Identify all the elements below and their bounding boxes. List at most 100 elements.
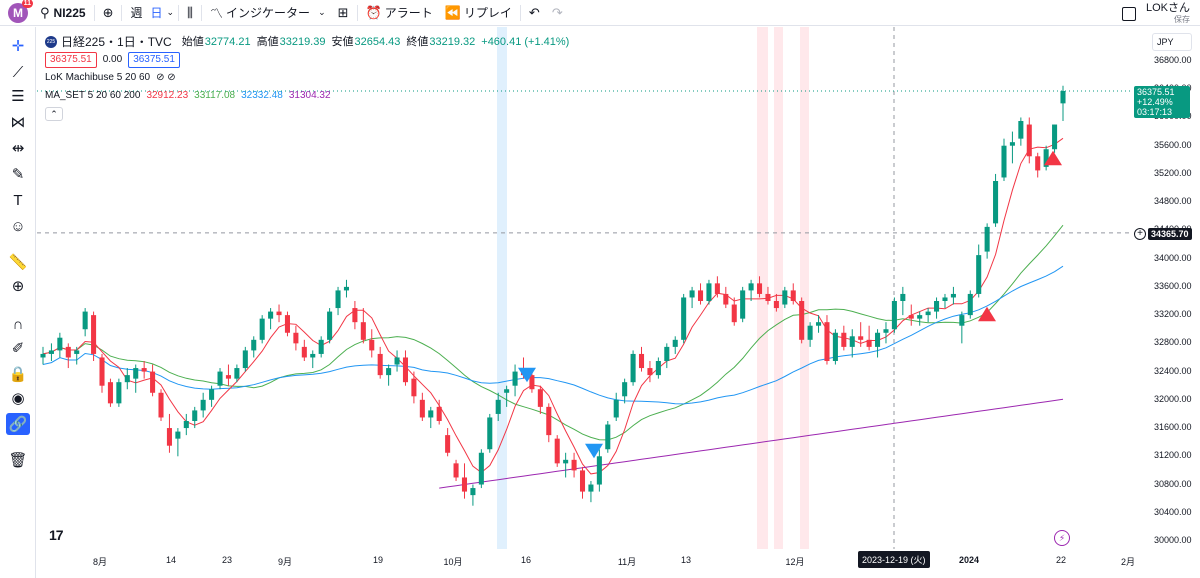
chart-legend: 225 日経225・1日・TVC 始値 32774.21 高値 33219.39 安… <box>45 33 575 123</box>
redo-button[interactable]: ↷ <box>546 0 569 26</box>
timeframe-week-label: 週 <box>130 6 143 20</box>
candle-body <box>192 410 198 421</box>
user-info[interactable]: LOKさん 保存 <box>1146 2 1190 25</box>
lightning-icon[interactable]: ⚡ <box>1054 530 1070 546</box>
tradingview-logo[interactable]: 17 <box>49 527 64 543</box>
candle-body <box>82 311 88 330</box>
time-axis-label: 13 <box>680 555 692 565</box>
add-plus-icon[interactable]: + <box>1134 228 1146 240</box>
currency-selector[interactable]: JPY <box>1152 33 1192 51</box>
candle-body <box>91 315 97 354</box>
candle-body <box>251 339 257 351</box>
candles-icon: ⫼ <box>187 4 194 20</box>
candle-body <box>158 392 164 418</box>
candle-body <box>107 382 113 404</box>
sell-signal-marker <box>585 443 603 459</box>
indicator-row-machibuse[interactable]: LoK Machibuse 5 20 60 ⊘ ⊘ <box>45 69 575 87</box>
candle-body <box>1009 142 1015 146</box>
ruler-icon[interactable]: 📏 <box>8 254 28 271</box>
trash-icon[interactable]: 🗑 <box>8 452 28 469</box>
candle-body <box>765 293 771 301</box>
eye-icon[interactable]: ◉ <box>11 390 25 407</box>
link-icon[interactable]: 🔗 <box>6 413 30 435</box>
alert-button[interactable]: ⏰ アラート <box>360 0 439 26</box>
highlight-band <box>800 27 809 549</box>
fullscreen-toggle[interactable] <box>1121 6 1136 21</box>
candle-body <box>428 410 434 418</box>
buy-price-box[interactable]: 36375.51 <box>128 52 180 68</box>
divider <box>519 4 521 21</box>
candle-body <box>1052 124 1058 150</box>
user-avatar[interactable]: M 11 <box>8 0 33 23</box>
candle-body <box>740 290 746 319</box>
candle-body <box>1043 149 1049 167</box>
lock-icon[interactable]: 🔒 <box>8 366 28 383</box>
timeframe-dropdown[interactable]: ⌄ <box>165 0 177 26</box>
crosshair-icon[interactable]: ✛ <box>11 38 25 55</box>
candle-body <box>1060 90 1066 104</box>
timeframe-week[interactable]: 週 <box>124 0 148 26</box>
prediction-icon[interactable]: ⇹ <box>11 140 25 157</box>
grid-icon: ⊞ <box>337 4 349 20</box>
candle-body <box>343 286 349 291</box>
candle-body <box>714 283 720 294</box>
undo-button[interactable]: ↶ <box>523 0 546 26</box>
candle-body <box>816 322 822 326</box>
layouts-button[interactable]: ⊞ <box>332 0 355 26</box>
candle-body <box>959 315 965 326</box>
magnet-icon[interactable]: ∩ <box>12 315 24 333</box>
symbol-title[interactable]: 日経225・1日・TVC <box>61 35 172 49</box>
candle-body <box>259 318 265 340</box>
timeframe-day[interactable]: 日 <box>148 0 164 26</box>
collapse-legend-button[interactable]: ⌃ <box>45 107 63 121</box>
time-axis-label: 14 <box>165 555 177 565</box>
text-icon[interactable]: T <box>13 191 23 209</box>
pattern-icon[interactable]: ⋈ <box>10 114 26 131</box>
candle-body <box>782 290 788 305</box>
close-label: 終値 <box>406 36 429 48</box>
replay-label: リプレイ <box>463 6 512 20</box>
chart-pane[interactable]: 225 日経225・1日・TVC 始値 32774.21 高値 33219.39 安… <box>37 27 1200 578</box>
price-axis-label: 33200.00 <box>1154 309 1192 320</box>
ma200-value: 31304.32 <box>288 90 331 101</box>
candle-body <box>993 181 999 224</box>
brush-icon[interactable]: ✎ <box>11 166 25 183</box>
candle-body <box>470 488 476 496</box>
candle-body <box>883 329 889 333</box>
top-toolbar: M 11 ⚲ NI225 ⊕ 週 日 ⌄ ⫼ 〽 インジケーター ⌄ ⊞ ⏰ ア… <box>0 0 1200 26</box>
replay-button[interactable]: ⏪ リプレイ <box>439 0 518 26</box>
trendline-icon[interactable]: ⟋ <box>12 63 24 81</box>
candle-body <box>419 399 425 418</box>
indicator-row-ma-set[interactable]: MA_SET 5 20 60 200 32912.23 33117.08 323… <box>45 87 575 105</box>
candle-body <box>571 459 577 471</box>
divider <box>121 4 123 21</box>
pencil-lock-icon[interactable]: ✐ <box>11 340 25 357</box>
candle-body <box>790 290 796 301</box>
drawing-toolbar: ✛ ⟋ ☰ ⋈ ⇹ ✎ T ☺ 📏 ⊕ ∩ ✐ 🔒 ◉ 🔗 🗑 <box>0 27 36 578</box>
time-axis-label: 10月 <box>443 557 463 567</box>
low-value: 32654.43 <box>354 36 401 48</box>
emoji-icon[interactable]: ☺ <box>10 217 26 235</box>
compare-button[interactable]: ⊕ <box>97 0 120 26</box>
candle-body <box>225 375 231 379</box>
chart-type-button[interactable]: ⫼ <box>181 0 199 26</box>
zoom-in-icon[interactable]: ⊕ <box>11 278 25 295</box>
sell-price-box[interactable]: 36375.51 <box>45 52 97 68</box>
user-area: LOKさん 保存 <box>1121 2 1190 25</box>
highlight-band <box>497 27 507 549</box>
fib-retracement-icon[interactable]: ☰ <box>11 88 25 105</box>
candle-body <box>57 337 63 351</box>
candle-body <box>841 332 847 347</box>
symbol-search-button[interactable]: ⚲ NI225 <box>34 0 92 26</box>
redo-icon: ↷ <box>551 4 563 20</box>
ma20-value: 33117.08 <box>194 90 236 101</box>
time-axis-label: 22 <box>1055 555 1067 565</box>
ma200-line <box>439 398 1064 489</box>
indicators-button[interactable]: 〽 インジケーター ⌄ <box>204 0 332 26</box>
candle-body <box>276 311 282 316</box>
user-name: LOKさん <box>1145 2 1190 14</box>
candle-body <box>200 399 206 411</box>
price-axis-label: 30000.00 <box>1154 535 1192 545</box>
price-chart[interactable] <box>37 27 1200 578</box>
search-icon: ⚲ <box>40 4 50 20</box>
